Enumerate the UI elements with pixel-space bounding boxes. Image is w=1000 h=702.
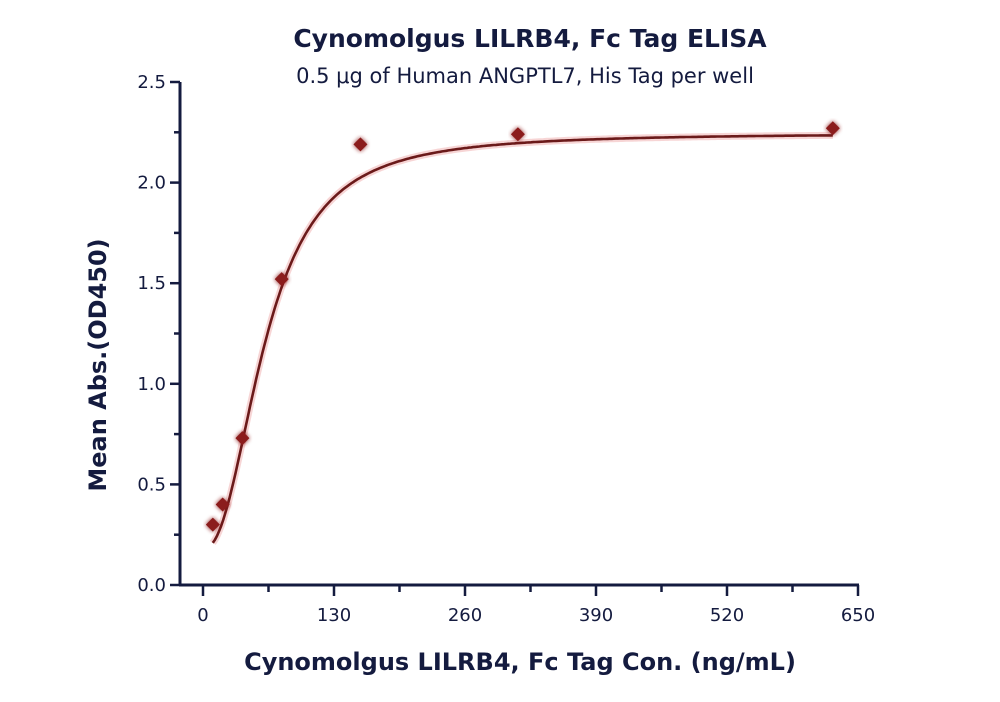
data-point-diamond (215, 497, 230, 512)
y-tick-label: 2.0 (137, 173, 166, 194)
x-tick-label: 650 (841, 605, 875, 626)
fit-curve (209, 131, 833, 545)
x-tick-label: 520 (710, 605, 744, 626)
x-tick-label: 390 (579, 605, 613, 626)
data-point-diamond (510, 127, 525, 142)
y-tick-label: 0.5 (137, 474, 166, 495)
data-point-diamond (353, 137, 368, 152)
y-tick-label: 1.5 (137, 273, 166, 294)
axes: 0.0 0.5 1.0 1.5 2.0 2.5 0 130 260 390 520 650 (137, 72, 875, 626)
chart-title: Cynomolgus LILRB4, Fc Tag ELISA (293, 24, 767, 53)
y-tick-label: 0.0 (137, 575, 166, 596)
data-point-diamond (235, 431, 250, 446)
y-tick-label: 2.5 (137, 72, 166, 93)
data-point-diamond (825, 121, 840, 136)
y-tick-label: 1.0 (137, 374, 166, 395)
x-tick-label: 260 (448, 605, 482, 626)
x-tick-label: 130 (317, 605, 351, 626)
chart-subtitle: 0.5 μg of Human ANGPTL7, His Tag per wel… (296, 64, 754, 88)
x-tick-label: 0 (197, 605, 208, 626)
data-points (205, 121, 840, 532)
data-point-diamond (205, 517, 220, 532)
data-point-diamond (274, 272, 289, 287)
x-axis-label: Cynomolgus LILRB4, Fc Tag Con. (ng/mL) (244, 648, 796, 676)
